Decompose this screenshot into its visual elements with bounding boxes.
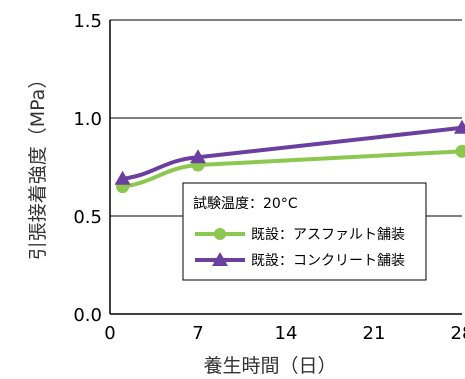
y-tick-label: 0.5: [73, 207, 102, 228]
y-tick-label: 0.0: [73, 305, 102, 326]
data-point-s1-1: [190, 149, 206, 164]
y-axis-label: 引張接着強度（MPa）: [27, 70, 49, 261]
series-layer: [114, 119, 465, 194]
x-tick-label: 7: [192, 323, 203, 344]
x-tick-label: 28: [451, 323, 465, 344]
legend-entry-asphalt: 既設：アスファルト舗装: [195, 227, 405, 243]
legend-marker-concrete: [212, 252, 228, 266]
legend: 試験温度：20°C 既設：アスファルト舗装 既設：コンクリート舗装: [182, 182, 427, 281]
legend-entry-concrete: 既設：コンクリート舗装: [195, 252, 405, 269]
y-tick-label: 1.5: [73, 11, 102, 32]
x-tick-label: 21: [363, 323, 386, 344]
y-tick-label: 1.0: [73, 109, 102, 130]
legend-label-concrete: 既設：コンクリート舗装: [251, 253, 405, 269]
legend-marker-asphalt: [214, 228, 226, 240]
x-tick-label: 14: [275, 323, 298, 344]
data-point-s1-2: [454, 119, 465, 134]
legend-label-asphalt: 既設：アスファルト舗装: [251, 227, 405, 243]
series-line-0: [122, 149, 463, 189]
x-axis-label: 養生時間（日）: [203, 355, 336, 377]
data-point-s1-0: [114, 170, 131, 185]
x-tick-label: 0: [104, 323, 115, 344]
legend-title: 試験温度：20°C: [193, 196, 298, 212]
axes: 0.0 0.5 1.0 1.5 0 7 14 21 28: [73, 11, 465, 344]
data-point-s0-2: [455, 144, 465, 158]
